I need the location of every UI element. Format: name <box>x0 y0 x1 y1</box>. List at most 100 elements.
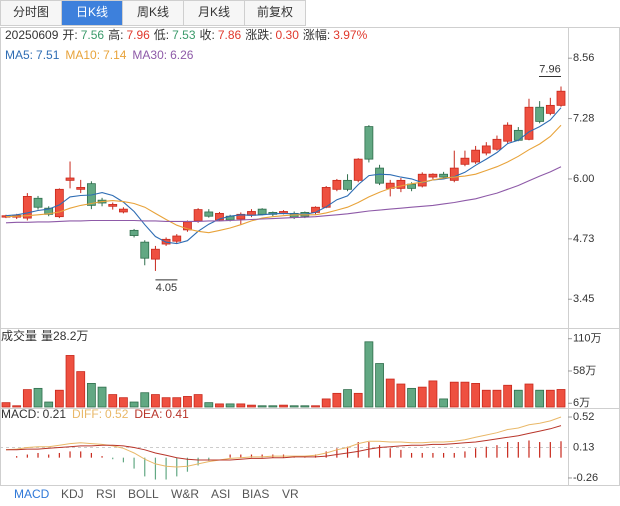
volume-bar <box>353 392 363 408</box>
candle-body <box>140 241 150 259</box>
candle-body <box>215 212 224 221</box>
candle-body <box>481 145 491 154</box>
volume-bar <box>97 386 107 408</box>
candle-body <box>332 179 342 190</box>
candle-body <box>417 173 427 187</box>
ma-value: 6.26 <box>170 48 194 62</box>
indicator-tab[interactable]: RSI <box>96 487 116 501</box>
info-label: 涨跌: <box>245 27 272 42</box>
candle-body <box>471 149 481 163</box>
indicator-tab[interactable]: VR <box>282 487 299 501</box>
candle-body <box>204 211 214 217</box>
volume-bar <box>257 405 267 408</box>
volume-bar <box>65 355 75 408</box>
ma-name: MA5: <box>5 48 33 62</box>
info-value: 7.86 <box>218 28 242 42</box>
candle-body <box>556 90 566 106</box>
volume-title: 成交量 <box>1 328 37 343</box>
y-tick-label: 7.28 <box>573 112 594 124</box>
candle-body <box>439 173 448 178</box>
indicator-tab[interactable]: ASI <box>211 487 230 501</box>
volume-legend: 成交量 量28.2万 <box>1 328 88 343</box>
candle-body <box>65 177 75 181</box>
indicator-tab[interactable]: BIAS <box>242 487 269 501</box>
ma-name: MA30: <box>132 48 167 62</box>
volume-label: 量28.2万 <box>41 329 88 343</box>
volume-bar <box>535 389 545 408</box>
volume-bar <box>236 403 246 408</box>
candle-body <box>364 126 374 160</box>
macd-line-value: 0.52 <box>105 407 129 421</box>
macd-line-name: DEA: <box>134 407 162 421</box>
indicator-tab[interactable]: W&R <box>171 487 199 501</box>
candle-body <box>503 124 513 142</box>
info-value: 7.56 <box>81 28 105 42</box>
volume-bar <box>556 389 566 408</box>
candle-body <box>396 179 406 189</box>
volume-bar <box>375 363 384 408</box>
indicator-tab[interactable]: MACD <box>14 487 50 501</box>
volume-bar <box>161 397 171 408</box>
volume-bar <box>204 402 214 408</box>
volume-bar <box>289 405 299 408</box>
volume-bar <box>183 396 192 408</box>
volume-bar <box>86 383 96 408</box>
candle-body <box>375 167 384 184</box>
volume-bar <box>332 392 342 408</box>
candle-body <box>449 167 459 181</box>
ma-value: 7.14 <box>103 48 127 62</box>
volume-bar <box>12 405 22 408</box>
quote-info: 20250609 开: 7.56 高: 7.96 低: 7.53 收: 7.86 涨跌: 0.30 涨… <box>5 27 368 42</box>
volume-bar <box>396 383 406 408</box>
candle-body <box>535 106 545 122</box>
period-tab-label[interactable]: 日K线 <box>76 5 108 19</box>
volume-bar <box>1 402 11 408</box>
candle-body <box>513 129 523 141</box>
volume-bar <box>247 404 256 408</box>
period-tab[interactable] <box>183 0 245 26</box>
candle-body <box>311 206 320 213</box>
y-tick-label: 8.56 <box>573 52 594 64</box>
volume-bar <box>417 386 427 408</box>
period-tab-label[interactable]: 分时图 <box>13 5 49 19</box>
period-tab-label[interactable]: 月K线 <box>198 5 230 19</box>
volume-bar <box>439 398 448 408</box>
macd-name: MACD: <box>1 407 40 421</box>
volume-bar <box>215 403 224 408</box>
volume-bar <box>449 381 459 408</box>
macd-tick-label: 0.52 <box>573 411 594 423</box>
volume-bar <box>492 389 502 408</box>
volume-bar <box>76 371 86 408</box>
info-label: 开: <box>62 28 77 42</box>
y-tick-label: 3.45 <box>573 293 594 305</box>
ma-line <box>5 107 562 245</box>
period-tab[interactable] <box>61 0 123 26</box>
candle-body <box>193 209 203 222</box>
volume-bar <box>129 401 139 408</box>
candle-body <box>321 187 331 208</box>
volume-bar <box>407 387 416 408</box>
candle-body <box>172 235 182 242</box>
indicator-tab[interactable]: BOLL <box>128 487 159 501</box>
period-tab-label[interactable]: 周K线 <box>137 5 169 19</box>
period-tab-label[interactable]: 前复权 <box>257 4 293 19</box>
volume-bar <box>428 380 438 408</box>
period-tab[interactable] <box>0 0 62 26</box>
volume-tick-label: 6万 <box>573 397 590 409</box>
volume-bar <box>311 405 320 408</box>
volume-bar <box>300 405 310 408</box>
candle-body <box>119 208 128 213</box>
candle-body <box>129 229 139 236</box>
volume-bar <box>321 398 331 408</box>
volume-tick-label: 58万 <box>573 365 596 377</box>
volume-bar <box>54 389 64 408</box>
info-label: 低: <box>154 28 169 42</box>
period-tab[interactable] <box>244 0 306 26</box>
volume-bar <box>140 392 150 408</box>
volume-bar <box>385 378 395 408</box>
info-label: 高: <box>108 27 123 42</box>
indicator-tab[interactable]: KDJ <box>61 487 84 501</box>
info-label: 收: <box>200 28 215 42</box>
volume-bar <box>225 403 235 408</box>
volume-bar <box>279 404 288 408</box>
